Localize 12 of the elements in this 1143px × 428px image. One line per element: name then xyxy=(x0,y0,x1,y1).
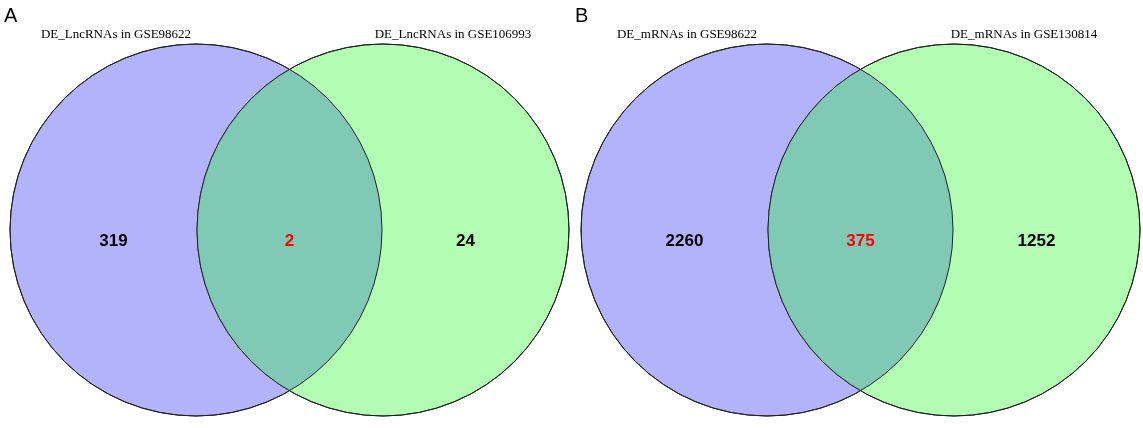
category-label: DE_mRNAs in GSE130814 xyxy=(950,26,1098,41)
text: A xyxy=(4,4,18,26)
data-label: 24 xyxy=(456,231,476,250)
text: B xyxy=(575,4,589,26)
data-label: 375 xyxy=(846,231,875,250)
category-label: DE_LncRNAs in GSE106993 xyxy=(374,26,532,41)
category-label: DE_LncRNAs in GSE98622 xyxy=(40,26,192,41)
data-label: 319 xyxy=(99,231,128,250)
data-label: 1252 xyxy=(1017,231,1056,250)
category-label: DE_mRNAs in GSE98622 xyxy=(616,26,758,41)
data-label: 2260 xyxy=(665,231,704,250)
data-label: 2 xyxy=(284,231,295,250)
